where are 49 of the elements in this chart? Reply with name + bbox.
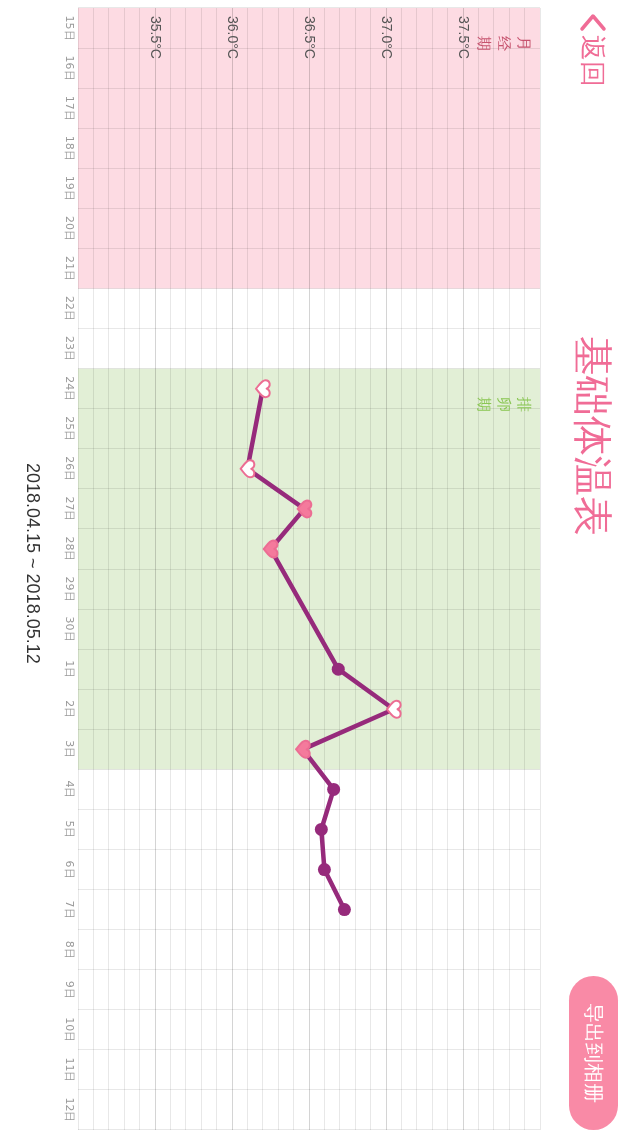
y-tick-label: 9日 (63, 980, 77, 999)
point (337, 903, 351, 917)
y-tick-label: 6日 (63, 860, 77, 879)
y-tick-label: 23日 (63, 336, 77, 362)
y-tick-label: 2日 (63, 700, 77, 719)
y-tick-label: 12日 (63, 1097, 77, 1123)
y-tick-label: 28日 (63, 536, 77, 562)
y-tick-label: 26日 (63, 456, 77, 482)
point (255, 379, 271, 399)
text: 2018.04.15 ~ 2018.05.12 (23, 463, 43, 664)
y-tick-label: 30日 (63, 616, 77, 642)
y-tick-label: 20日 (63, 215, 77, 241)
band-label: 排卵期 (474, 396, 534, 413)
point (327, 782, 341, 796)
y-tick-label: 18日 (63, 135, 77, 161)
x-tick-label: 36.0°C (225, 16, 242, 59)
y-tick-label: 25日 (63, 416, 77, 442)
y-tick-label: 10日 (63, 1017, 77, 1043)
point (295, 739, 311, 759)
y-tick-label: 8日 (63, 940, 77, 959)
y-tick-label: 15日 (63, 15, 77, 41)
point (262, 539, 279, 559)
y-tick-label: 1日 (63, 660, 77, 679)
x-tick-label: 36.5°C (302, 16, 319, 59)
y-tick-label: 3日 (63, 740, 77, 759)
point (317, 863, 331, 877)
x-tick-label: 35.5°C (148, 16, 165, 59)
y-tick-label: 24日 (63, 376, 77, 402)
y-tick-label: 4日 (63, 780, 77, 799)
text: 基础体温表 (570, 336, 616, 536)
y-tick-label: 29日 (63, 576, 77, 602)
y-tick-label: 11日 (63, 1057, 77, 1083)
x-tick-label: 37.5°C (456, 16, 473, 59)
y-tick-label: 22日 (63, 296, 77, 322)
point (296, 499, 313, 519)
text: 返回 (578, 35, 608, 87)
point (331, 662, 345, 676)
y-tick-label: 7日 (63, 900, 77, 919)
point (385, 699, 402, 719)
y-tick-label: 21日 (63, 255, 77, 281)
y-tick-label: 5日 (63, 820, 77, 839)
y-tick-label: 16日 (63, 55, 77, 81)
point (314, 822, 328, 836)
y-tick-label: 19日 (63, 175, 77, 201)
x-tick-label: 37.0°C (379, 16, 396, 59)
y-tick-label: 27日 (63, 496, 77, 522)
y-tick-label: 17日 (63, 95, 77, 121)
band-label: 月经期 (474, 36, 534, 52)
point (239, 459, 256, 479)
